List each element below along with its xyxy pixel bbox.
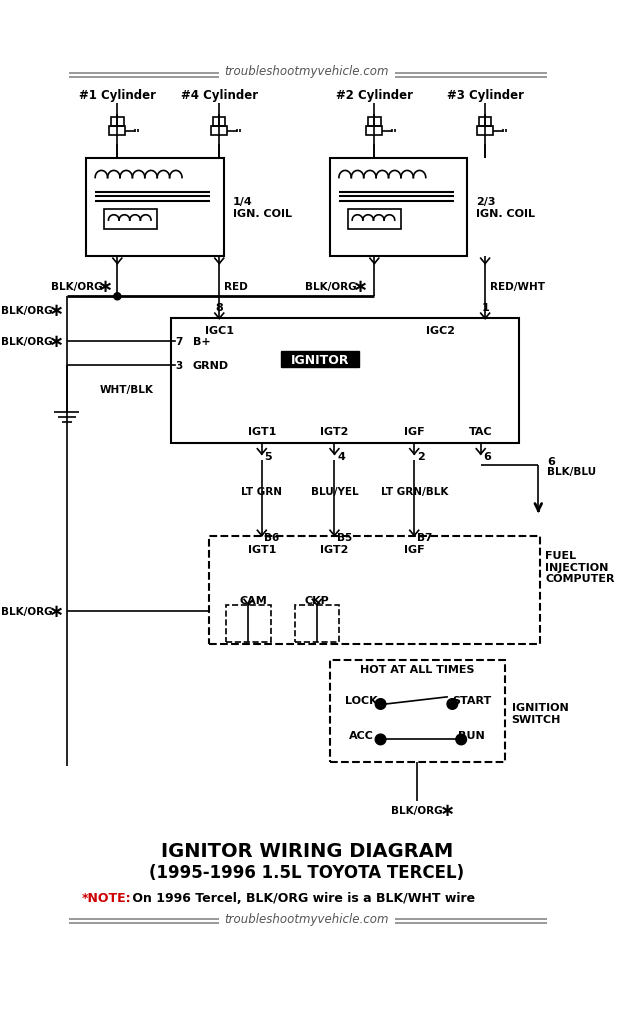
Text: BLK/BLU: BLK/BLU — [547, 467, 596, 477]
Text: B5: B5 — [337, 533, 352, 543]
Text: B+: B+ — [193, 336, 210, 346]
Text: B6: B6 — [265, 533, 280, 543]
Bar — [348, 210, 401, 229]
Bar — [104, 210, 157, 229]
Text: 6: 6 — [547, 457, 555, 467]
Text: BLK/ORG: BLK/ORG — [391, 806, 442, 815]
Text: ∗: ∗ — [441, 802, 455, 819]
Text: 4: 4 — [337, 451, 345, 462]
Text: BLK/ORG: BLK/ORG — [1, 306, 53, 315]
Bar — [209, 536, 540, 644]
Text: ∗: ∗ — [49, 302, 64, 319]
Text: ACC: ACC — [349, 731, 373, 740]
Text: IGC2: IGC2 — [426, 326, 455, 335]
Bar — [211, 127, 227, 136]
Text: 1/4
IGN. COIL: 1/4 IGN. COIL — [232, 197, 292, 218]
Bar — [479, 118, 491, 127]
Text: *NOTE:: *NOTE: — [82, 891, 132, 904]
Text: GRND: GRND — [193, 361, 229, 371]
Text: LT GRN: LT GRN — [241, 487, 282, 497]
Circle shape — [375, 735, 386, 745]
Text: LOCK: LOCK — [345, 695, 378, 705]
Text: CKP: CKP — [305, 596, 329, 605]
Bar — [295, 605, 339, 642]
Text: troubleshootmyvehicle.com: troubleshootmyvehicle.com — [225, 65, 389, 77]
Text: 7: 7 — [175, 336, 182, 346]
Text: BLK/ORG: BLK/ORG — [1, 336, 53, 346]
Text: WHT/BLK: WHT/BLK — [99, 385, 153, 395]
Text: RED/WHT: RED/WHT — [489, 281, 544, 291]
Circle shape — [114, 293, 121, 301]
Text: (1995-1996 1.5L TOYOTA TERCEL): (1995-1996 1.5L TOYOTA TERCEL) — [150, 863, 465, 881]
Text: LT GRN/BLK: LT GRN/BLK — [381, 487, 448, 497]
Text: ∗: ∗ — [49, 602, 64, 621]
Text: 6: 6 — [483, 451, 491, 462]
Text: 5: 5 — [265, 451, 272, 462]
Text: ∗: ∗ — [353, 277, 368, 296]
Text: HOT AT ALL TIMES: HOT AT ALL TIMES — [360, 663, 474, 674]
Bar — [368, 118, 381, 127]
Text: BLK/ORG: BLK/ORG — [1, 606, 53, 616]
Text: IGT2: IGT2 — [320, 544, 349, 554]
Circle shape — [456, 735, 467, 745]
Bar — [171, 319, 519, 443]
Bar — [281, 352, 359, 368]
Bar — [330, 159, 467, 257]
Text: #1 Cylinder: #1 Cylinder — [79, 89, 156, 102]
Bar — [330, 660, 505, 762]
Text: #3 Cylinder: #3 Cylinder — [447, 89, 523, 102]
Text: TAC: TAC — [469, 427, 493, 436]
Text: BLK/ORG: BLK/ORG — [305, 281, 357, 291]
Text: START: START — [452, 695, 491, 705]
Text: ∗: ∗ — [49, 332, 64, 351]
Text: IGNITION
SWITCH: IGNITION SWITCH — [512, 702, 569, 723]
Bar — [87, 159, 224, 257]
Text: BLK/ORG: BLK/ORG — [51, 281, 102, 291]
Text: IGT1: IGT1 — [248, 427, 276, 436]
Text: IGNITOR WIRING DIAGRAM: IGNITOR WIRING DIAGRAM — [161, 841, 453, 860]
Text: 2: 2 — [417, 451, 425, 462]
Text: #2 Cylinder: #2 Cylinder — [336, 89, 413, 102]
Text: troubleshootmyvehicle.com: troubleshootmyvehicle.com — [225, 912, 389, 925]
Text: IGT2: IGT2 — [320, 427, 349, 436]
Text: 3: 3 — [175, 361, 182, 371]
Text: IGF: IGF — [404, 427, 425, 436]
Text: 2/3
IGN. COIL: 2/3 IGN. COIL — [476, 197, 535, 218]
Text: 1: 1 — [481, 303, 489, 313]
Text: RED: RED — [224, 281, 247, 291]
Text: IGF: IGF — [404, 544, 425, 554]
Text: IGNITOR: IGNITOR — [291, 354, 350, 367]
Text: FUEL
INJECTION
COMPUTER: FUEL INJECTION COMPUTER — [546, 550, 615, 584]
Text: B7: B7 — [417, 533, 432, 543]
Text: On 1996 Tercel, BLK/ORG wire is a BLK/WHT wire: On 1996 Tercel, BLK/ORG wire is a BLK/WH… — [128, 891, 475, 904]
Text: BLU/YEL: BLU/YEL — [311, 487, 358, 497]
Text: 8: 8 — [216, 303, 223, 313]
Text: ∗: ∗ — [98, 277, 113, 296]
Text: CAM: CAM — [239, 596, 267, 605]
Text: IGC1: IGC1 — [205, 326, 234, 335]
Text: RUN: RUN — [459, 731, 485, 740]
Bar — [366, 127, 383, 136]
Circle shape — [375, 699, 386, 709]
Text: IGT1: IGT1 — [248, 544, 276, 554]
Bar — [109, 127, 125, 136]
Bar — [213, 118, 226, 127]
Bar — [226, 605, 271, 642]
Text: #4 Cylinder: #4 Cylinder — [180, 89, 258, 102]
Bar — [477, 127, 493, 136]
Bar — [111, 118, 124, 127]
Circle shape — [447, 699, 458, 709]
